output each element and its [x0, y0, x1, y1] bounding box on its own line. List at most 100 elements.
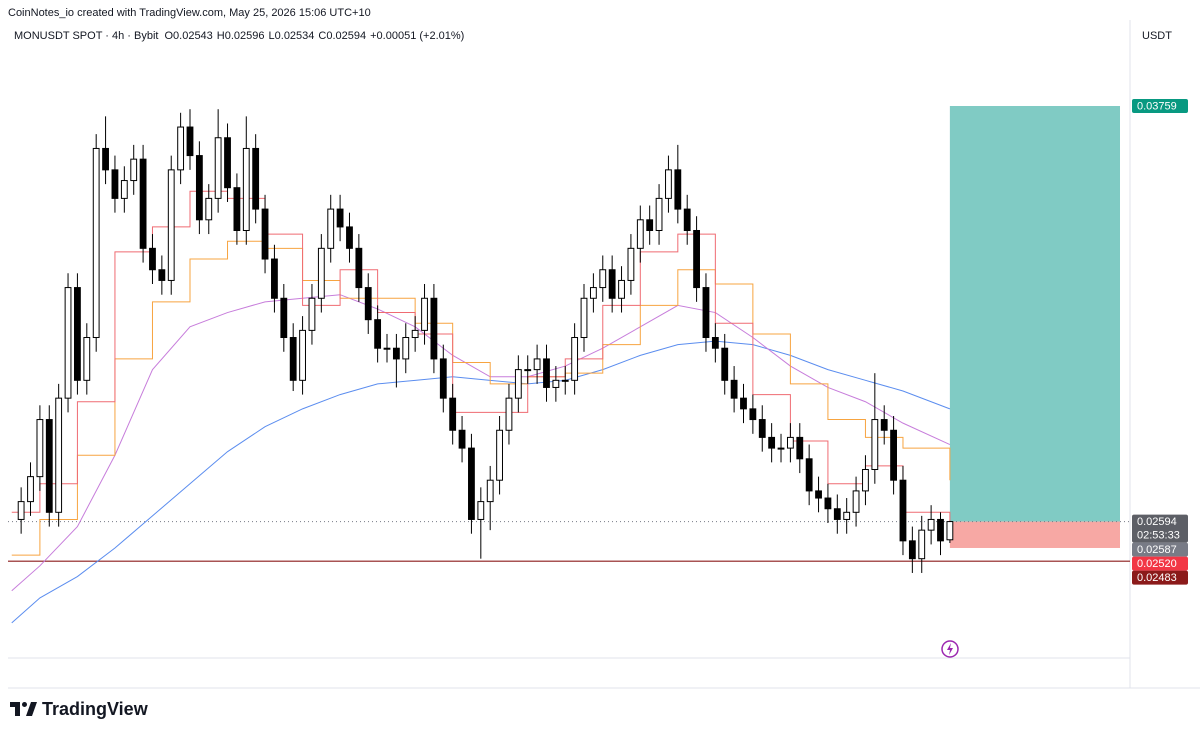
candle-body — [890, 429, 898, 481]
alert-icon[interactable] — [941, 640, 959, 658]
candle-body — [308, 297, 316, 331]
moving-average — [11, 294, 951, 592]
candle-body — [149, 247, 156, 271]
candle-body — [17, 501, 25, 520]
candle-body — [561, 379, 569, 382]
candle-body — [45, 419, 53, 513]
candle-body — [102, 147, 109, 171]
ohlc-value: 0.02594 — [326, 30, 366, 42]
alert-bolt — [947, 643, 953, 655]
candle-body — [580, 297, 588, 339]
candle-body — [805, 458, 813, 492]
candle-body — [92, 147, 100, 339]
candle-body — [55, 397, 63, 513]
candle-body — [252, 147, 260, 210]
candle-body — [646, 219, 654, 231]
candle-body — [364, 287, 372, 321]
candle-body — [205, 197, 213, 221]
candle-body — [711, 337, 719, 349]
alert-circle — [941, 640, 959, 658]
candle-body — [214, 137, 222, 199]
candle-body — [458, 429, 466, 449]
price-label: 0.03759 — [1137, 100, 1177, 112]
candle-body — [899, 479, 907, 542]
logo-mark — [10, 702, 20, 716]
candle-body — [36, 419, 44, 478]
candle-body — [524, 369, 532, 372]
candle-body — [618, 279, 625, 299]
price-label: 0.02594 — [1137, 516, 1177, 528]
candle-body — [552, 379, 560, 388]
change: +0.00051 (+2.01%) — [370, 30, 464, 42]
price-label: 0.02520 — [1137, 558, 1177, 570]
candle-body — [111, 169, 119, 199]
candle-body — [749, 408, 757, 421]
price-label: 0.02587 — [1137, 544, 1177, 556]
ohlc-label: L — [269, 30, 275, 42]
plot: 0.023000.024000.025000.026000.027000.028… — [8, 106, 1130, 624]
candle-body — [833, 508, 841, 520]
candle-body — [636, 219, 644, 249]
candle-body — [120, 180, 128, 199]
countdown: 02:53:33 — [1137, 529, 1180, 541]
candle-body — [880, 419, 888, 431]
candle-body — [683, 208, 691, 231]
moving-average — [11, 340, 951, 624]
candle-body — [374, 319, 382, 349]
candle-body — [224, 137, 231, 189]
candle-body — [824, 497, 832, 510]
candle-body — [392, 347, 400, 360]
candle-body — [130, 158, 138, 182]
ohlc-label: H — [217, 30, 225, 42]
ohlc-value: 0.02543 — [173, 30, 213, 42]
candle-body — [233, 187, 241, 231]
watermark: CoinNotes_io created with TradingView.co… — [8, 7, 371, 19]
candle-body — [796, 436, 804, 460]
candle-body — [533, 358, 541, 371]
candle-body — [430, 297, 438, 360]
price-label-bg — [1132, 99, 1188, 113]
candle-body — [665, 169, 672, 199]
candle-body — [496, 429, 503, 481]
candle-body — [702, 287, 710, 339]
candle-body — [317, 247, 325, 299]
candle-body — [693, 229, 700, 289]
candle-body — [271, 258, 278, 299]
candle-body — [289, 337, 297, 381]
candle-body — [505, 397, 513, 431]
logo-mark — [22, 702, 27, 707]
ohlc-value: 0.02596 — [225, 30, 265, 42]
candle-body — [261, 208, 269, 260]
candle-body — [468, 447, 475, 520]
symbol: MONUSDT SPOT · 4h · Bybit — [14, 30, 158, 42]
stop-zone — [949, 521, 1120, 548]
currency: USDT — [1142, 30, 1172, 42]
candle-body — [918, 529, 926, 560]
candle-body — [674, 169, 682, 210]
candle-body — [421, 297, 428, 331]
candle-body — [383, 347, 391, 350]
candle-body — [449, 397, 457, 431]
candle-body — [346, 226, 353, 249]
price-label-bg — [1132, 514, 1188, 543]
price-label-bg — [1132, 556, 1188, 571]
candle-body — [599, 269, 607, 289]
price-label: 0.02483 — [1137, 572, 1177, 584]
candle-body — [167, 169, 175, 281]
candle-body — [768, 436, 776, 449]
candle-body — [571, 337, 579, 381]
ohlc-label: O — [164, 30, 173, 42]
candle-body — [64, 287, 72, 399]
candle-body — [927, 518, 935, 531]
ohlc-label: C — [318, 30, 326, 42]
candle-body — [83, 337, 91, 381]
candle-body — [158, 269, 166, 281]
candle-body — [758, 419, 766, 438]
candle-body — [74, 287, 81, 381]
candle-body — [589, 287, 597, 299]
candle-body — [299, 329, 306, 381]
candle-body — [740, 397, 747, 410]
candle-body — [721, 347, 729, 381]
ohlc-value: 0.02534 — [275, 30, 315, 42]
